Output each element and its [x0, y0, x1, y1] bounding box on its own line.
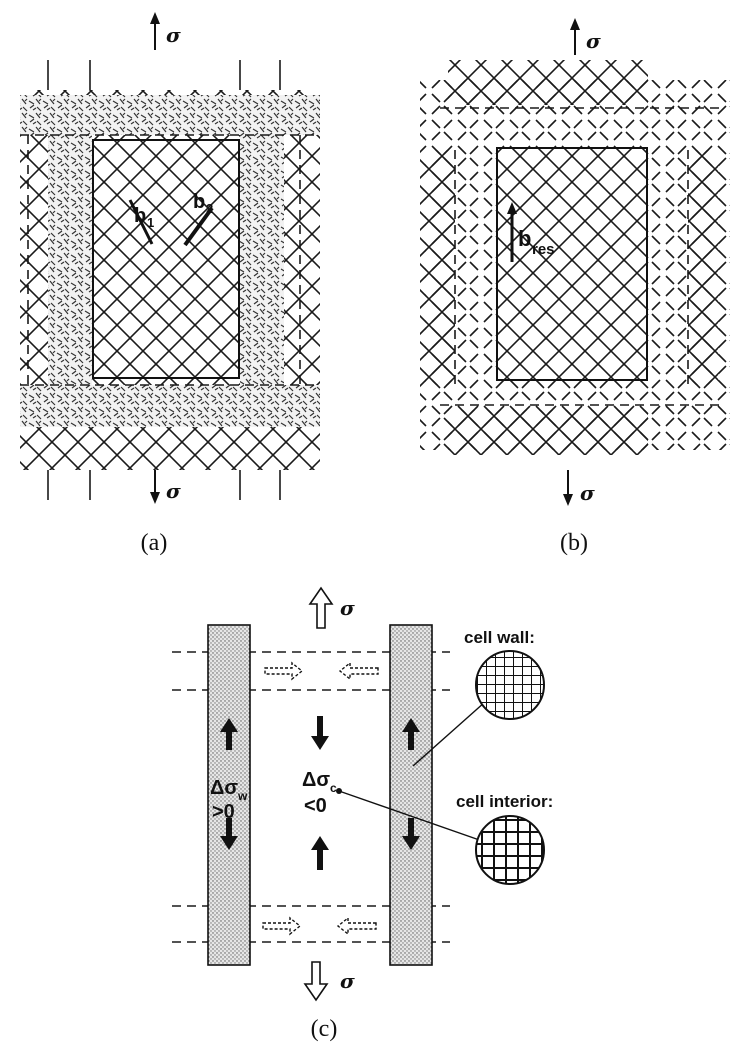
svg-text:Δσ: Δσ	[210, 777, 238, 799]
panel-c: σ Δ	[172, 588, 553, 1042]
panel-a-sigma-top: σ	[150, 12, 181, 50]
panel-a-sigma-bottom: σ	[150, 470, 181, 504]
interior-stress-label: Δσ c <0	[302, 769, 337, 817]
svg-text:b: b	[518, 226, 531, 251]
svg-text:res: res	[532, 241, 555, 258]
svg-text:Δσ: Δσ	[302, 769, 330, 791]
panel-a-caption: (a)	[141, 530, 168, 556]
svg-text:1: 1	[147, 215, 154, 230]
panel-b-caption: (b)	[560, 530, 588, 556]
panel-b-sigma-top: σ	[570, 18, 601, 55]
panel-c-caption: (c)	[311, 1016, 338, 1042]
panel-a: σ b 1 b	[20, 12, 320, 556]
svg-text:w: w	[237, 789, 248, 803]
svg-text:σ: σ	[340, 596, 355, 620]
svg-text:cell wall:: cell wall:	[464, 628, 535, 647]
cell-wall-right	[390, 625, 432, 965]
interior-stress-arrows	[311, 716, 329, 870]
panel-c-sigma-bottom-arrow: σ	[305, 962, 355, 1000]
svg-text:b: b	[134, 205, 146, 227]
cell-interior	[93, 140, 239, 378]
cell-wall-magnified: cell wall:	[464, 628, 550, 725]
svg-text:<0: <0	[304, 795, 327, 817]
sigma-label: σ	[166, 23, 181, 47]
svg-text:b: b	[193, 191, 205, 213]
panel-c-sigma-top-arrow: σ	[310, 588, 355, 628]
panel-b-sigma-bottom: σ	[563, 470, 595, 506]
sigma-label: σ	[166, 479, 181, 503]
cell-interior	[497, 148, 647, 380]
sigma-label: σ	[586, 29, 601, 53]
sigma-label: σ	[580, 481, 595, 505]
cell-interior-magnified: cell interior:	[456, 792, 553, 890]
svg-text:c: c	[330, 781, 337, 795]
svg-text:2: 2	[206, 201, 213, 216]
svg-text:σ: σ	[340, 969, 355, 993]
svg-text:cell interior:: cell interior:	[456, 792, 553, 811]
svg-text:>0: >0	[212, 801, 235, 823]
panel-b: σ b res σ (b)	[420, 18, 730, 556]
